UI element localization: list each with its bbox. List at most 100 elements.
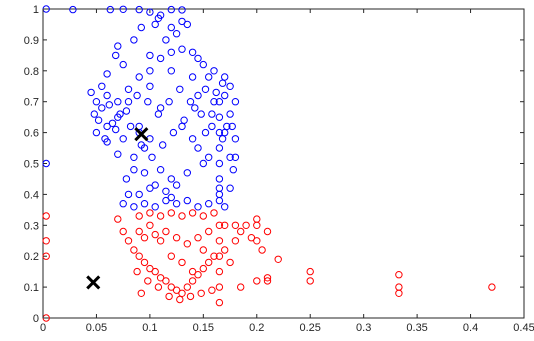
data-point (130, 153, 138, 162)
data-point (156, 274, 165, 282)
data-point (154, 283, 163, 291)
data-point (98, 104, 106, 112)
data-point (178, 212, 186, 220)
centroid-stroke (86, 275, 101, 290)
data-point (119, 200, 127, 208)
data-point (156, 212, 165, 220)
data-point (162, 196, 170, 205)
data-point (231, 221, 240, 230)
data-point (133, 267, 141, 276)
series-0 (42, 5, 240, 211)
data-point (172, 181, 181, 189)
data-point (124, 237, 133, 245)
data-point (172, 30, 181, 38)
y-tick-label: 0 (33, 313, 39, 325)
data-point (188, 135, 197, 143)
data-point (176, 295, 184, 304)
data-point (208, 286, 216, 294)
data-point (151, 230, 159, 239)
data-point (156, 166, 165, 174)
data-point (42, 237, 50, 245)
data-point (215, 98, 224, 106)
data-point (395, 289, 403, 297)
x-tick-label: 0.05 (86, 322, 107, 334)
data-point (215, 267, 224, 276)
data-point (215, 128, 224, 137)
data-point (144, 277, 152, 285)
data-point (186, 292, 195, 301)
data-point (135, 5, 143, 14)
data-point (201, 85, 210, 94)
data-point (395, 271, 403, 279)
y-tick-label: 0.3 (24, 220, 39, 232)
data-point (221, 73, 229, 81)
data-point (199, 264, 208, 273)
data-point (133, 91, 141, 100)
data-point (167, 209, 176, 217)
data-point (135, 122, 143, 131)
data-point (162, 187, 170, 196)
y-tick-label: 0.4 (24, 189, 39, 201)
data-point (258, 246, 266, 254)
data-point (226, 82, 234, 91)
data-point (106, 5, 115, 14)
data-point (215, 113, 224, 121)
centroid-marker (86, 275, 101, 290)
data-point (229, 166, 238, 174)
data-point (135, 212, 143, 220)
data-point (135, 227, 143, 236)
data-point (103, 122, 111, 131)
data-point (306, 267, 314, 276)
data-point (205, 73, 213, 81)
data-point (124, 98, 133, 106)
data-point (231, 135, 240, 143)
data-point (90, 110, 99, 118)
data-point (178, 289, 186, 297)
data-point (122, 107, 131, 115)
data-point (199, 246, 208, 254)
data-point (197, 110, 205, 118)
data-point (253, 237, 261, 245)
data-point (126, 122, 135, 131)
data-point (180, 116, 188, 124)
data-point (169, 128, 178, 137)
data-point (223, 122, 231, 131)
data-point (162, 36, 170, 44)
data-point (221, 246, 229, 254)
data-point (156, 104, 165, 112)
data-point (231, 237, 240, 245)
data-point (212, 88, 220, 97)
data-point (162, 277, 170, 285)
data-point (148, 153, 156, 162)
axes-box (42, 8, 525, 319)
data-point (122, 175, 131, 183)
y-tick-label: 1 (33, 4, 39, 16)
data-point (167, 5, 176, 14)
centroid-layer (86, 127, 149, 290)
data-point (114, 42, 122, 50)
data-point (114, 150, 122, 158)
data-point (146, 67, 154, 75)
data-point (215, 159, 224, 168)
x-tick-label: 0.4 (463, 322, 478, 334)
data-point (146, 221, 154, 230)
x-tick-label: 0.2 (249, 322, 264, 334)
data-point (167, 283, 176, 291)
data-point (242, 221, 250, 230)
data-point (167, 252, 176, 260)
data-point (178, 45, 186, 53)
y-tick-label: 0.1 (24, 282, 39, 294)
data-point (172, 286, 181, 294)
data-point (263, 227, 272, 236)
data-point (226, 110, 234, 118)
data-point (215, 237, 224, 245)
series-layer (42, 5, 496, 322)
x-tick-label: 0.25 (300, 322, 321, 334)
data-point (42, 212, 50, 220)
x-tick-label: 0.15 (193, 322, 214, 334)
data-point (178, 258, 186, 267)
data-point (151, 20, 159, 29)
data-point (228, 122, 236, 131)
data-point (140, 169, 149, 177)
